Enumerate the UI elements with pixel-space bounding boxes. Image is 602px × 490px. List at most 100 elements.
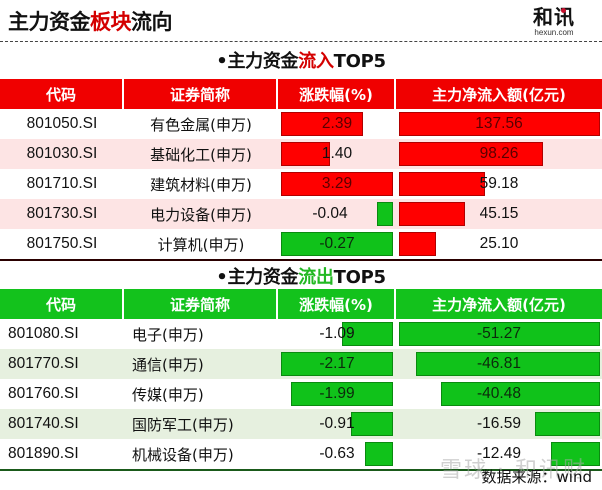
change-cell: -0.04 (278, 199, 396, 229)
table-row: 801080.SI 电子(申万) -1.09 -51.27 (0, 319, 602, 349)
page-title-prefix: 主力资金 (8, 10, 91, 34)
name-cell: 机械设备(申万) (132, 445, 234, 464)
net-cell: 98.26 (396, 139, 602, 169)
net-cell: 25.10 (396, 229, 602, 259)
net-bar (399, 322, 600, 346)
change-value: -1.09 (319, 325, 355, 342)
dashed-divider (0, 41, 602, 42)
net-bar (551, 442, 600, 466)
watermark: 雪球 · 和讯财经 (440, 458, 587, 483)
change-cell: -0.27 (278, 229, 396, 259)
change-bar (281, 352, 393, 376)
net-bar (399, 172, 485, 196)
change-bar (365, 442, 393, 466)
outflow-table-bottom-border (0, 469, 602, 471)
outflow-title-suffix: TOP5 (333, 267, 386, 288)
col-header-net-inflow: 主力净流入额(亿元) (396, 289, 602, 319)
net-cell: -46.81 (396, 349, 602, 379)
col-header-name: 证券简称 (124, 79, 278, 109)
name-cell: 计算机(申万) (157, 235, 245, 254)
code-cell: 801750.SI (26, 235, 98, 252)
table-row: 801730.SI 电力设备(申万) -0.04 45.15 (0, 199, 602, 229)
outflow-table: 代码 证券简称 涨跌幅(%) 主力净流入额(亿元) 801080.SI 电子(申… (0, 289, 602, 469)
page-title: 主力资金板块流向 (8, 6, 173, 36)
net-bar (399, 112, 600, 136)
change-value: 2.39 (321, 115, 353, 132)
net-cell: -40.48 (396, 379, 602, 409)
change-cell: 1.40 (278, 139, 396, 169)
net-value: -12.49 (477, 445, 521, 462)
net-value: 59.18 (479, 175, 519, 192)
table-row: 801890.SI 机械设备(申万) -0.63 -12.49 (0, 439, 602, 469)
table-row: 801770.SI 通信(申万) -2.17 -46.81 (0, 349, 602, 379)
inflow-section-title: •主力资金流入TOP5 (0, 47, 602, 73)
code-cell: 801730.SI (26, 205, 98, 222)
net-value: -16.59 (477, 415, 521, 432)
change-bar (281, 232, 393, 256)
col-header-code: 代码 (0, 289, 124, 319)
code-cell: 801760.SI (8, 385, 79, 402)
change-bar (281, 172, 393, 196)
name-cell: 建筑材料(申万) (150, 175, 252, 194)
change-value: -0.91 (319, 415, 355, 432)
table-row: 801050.SI 有色金属(申万) 2.39 137.56 (0, 109, 602, 139)
net-value: -51.27 (477, 325, 521, 342)
outflow-title-prefix: •主力资金 (216, 267, 299, 288)
change-bar (351, 412, 393, 436)
data-source: 数据来源：wind (481, 468, 592, 486)
change-value: -0.63 (319, 445, 355, 462)
net-bar (399, 142, 543, 166)
net-value: 137.56 (475, 115, 523, 132)
name-cell: 电子(申万) (132, 325, 204, 344)
net-bar (399, 232, 436, 256)
page-title-highlight: 板块 (90, 10, 132, 34)
code-cell: 801030.SI (26, 145, 98, 162)
change-value: -1.99 (319, 385, 355, 402)
outflow-section-title: •主力资金流出TOP5 (0, 263, 602, 289)
net-cell: 45.15 (396, 199, 602, 229)
name-cell: 通信(申万) (132, 355, 204, 374)
logo-dot-icon (561, 8, 566, 13)
change-bar (281, 142, 330, 166)
inflow-table: 代码 证券简称 涨跌幅(%) 主力净流入额(亿元) 801050.SI 有色金属… (0, 79, 602, 259)
table-row: 801030.SI 基础化工(申万) 1.40 98.26 (0, 139, 602, 169)
net-value: -40.48 (477, 385, 521, 402)
inflow-title-prefix: •主力资金 (216, 51, 299, 72)
inflow-table-bottom-border (0, 259, 602, 261)
net-bar (399, 202, 465, 226)
change-value: -0.04 (312, 205, 348, 222)
name-cell: 传媒(申万) (132, 385, 204, 404)
change-cell: 2.39 (278, 109, 396, 139)
col-header-change: 涨跌幅(%) (278, 289, 396, 319)
net-bar (535, 412, 600, 436)
logo-en-text: hexun.com (534, 28, 574, 37)
table-row: 801710.SI 建筑材料(申万) 3.29 59.18 (0, 169, 602, 199)
name-cell: 电力设备(申万) (150, 205, 252, 224)
net-value: -46.81 (477, 355, 521, 372)
code-cell: 801710.SI (26, 175, 98, 192)
table-row: 801760.SI 传媒(申万) -1.99 -40.48 (0, 379, 602, 409)
change-cell: -0.63 (278, 439, 396, 469)
name-cell: 国防军工(申万) (132, 415, 234, 434)
inflow-title-highlight: 流入 (298, 51, 334, 72)
change-value: -0.27 (319, 235, 355, 252)
net-bar (441, 382, 600, 406)
code-cell: 801890.SI (8, 445, 79, 462)
net-cell: 137.56 (396, 109, 602, 139)
net-value: 45.15 (479, 205, 519, 222)
net-value: 98.26 (479, 145, 519, 162)
col-header-change: 涨跌幅(%) (278, 79, 396, 109)
code-cell: 801770.SI (8, 355, 79, 372)
hexun-logo: 和讯 hexun.com (516, 6, 592, 37)
change-bar (281, 112, 363, 136)
col-header-net-inflow: 主力净流入额(亿元) (396, 79, 602, 109)
change-value: 1.40 (321, 145, 353, 162)
outflow-title-highlight: 流出 (298, 267, 334, 288)
logo-cn-text: 和讯 (533, 5, 575, 29)
change-cell: -1.99 (278, 379, 396, 409)
code-cell: 801740.SI (8, 415, 79, 432)
change-bar (342, 322, 393, 346)
inflow-table-header: 代码 证券简称 涨跌幅(%) 主力净流入额(亿元) (0, 79, 602, 109)
outflow-table-header: 代码 证券简称 涨跌幅(%) 主力净流入额(亿元) (0, 289, 602, 319)
net-cell: -51.27 (396, 319, 602, 349)
